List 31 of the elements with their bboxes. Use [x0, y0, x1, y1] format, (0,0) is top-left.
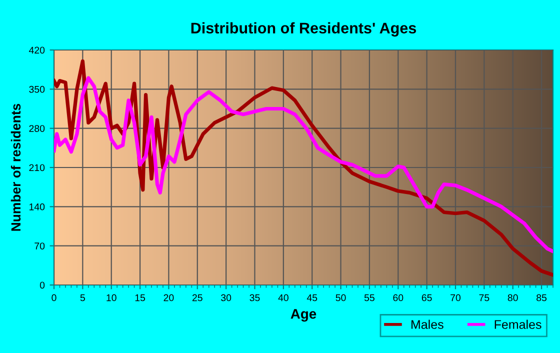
x-tick-label: 75: [479, 294, 490, 302]
chart-title: Distribution of Residents' Ages: [191, 22, 416, 37]
x-tick-label: 5: [80, 294, 85, 302]
x-tick-label: 15: [135, 294, 146, 302]
line-series: [54, 76, 553, 254]
x-tick-label: 25: [192, 294, 202, 302]
x-tick-label: 60: [393, 294, 404, 302]
x-tick-label: 45: [306, 294, 318, 302]
y-tick-label: 0: [40, 282, 45, 289]
x-axis-title: Age: [290, 309, 316, 322]
x-tick-label: 20: [164, 294, 174, 302]
x-tick-label: 80: [508, 294, 518, 302]
y-axis-title: Number of residents: [10, 104, 21, 231]
x-tick-label: 30: [221, 294, 232, 302]
x-tick-label: 55: [364, 294, 374, 302]
x-tick-label: 85: [536, 294, 547, 302]
legend-label: Females: [494, 320, 542, 329]
x-tick-label: 35: [250, 294, 260, 302]
y-tick-label: 70: [34, 242, 45, 250]
x-tick-label: 50: [336, 294, 346, 302]
x-tick-label: 70: [450, 294, 461, 302]
y-tick-label: 280: [29, 125, 45, 132]
x-tick-label: 10: [106, 294, 116, 302]
x-tick-label: 0: [52, 294, 56, 302]
x-tick-label: 40: [278, 294, 288, 302]
x-tick-label: 65: [422, 294, 432, 302]
legend-label: Males: [412, 320, 444, 329]
y-tick-label: 210: [29, 164, 45, 172]
y-tick-label: 350: [29, 86, 45, 93]
y-tick-label: 140: [29, 203, 45, 210]
y-tick-label: 420: [28, 46, 45, 54]
